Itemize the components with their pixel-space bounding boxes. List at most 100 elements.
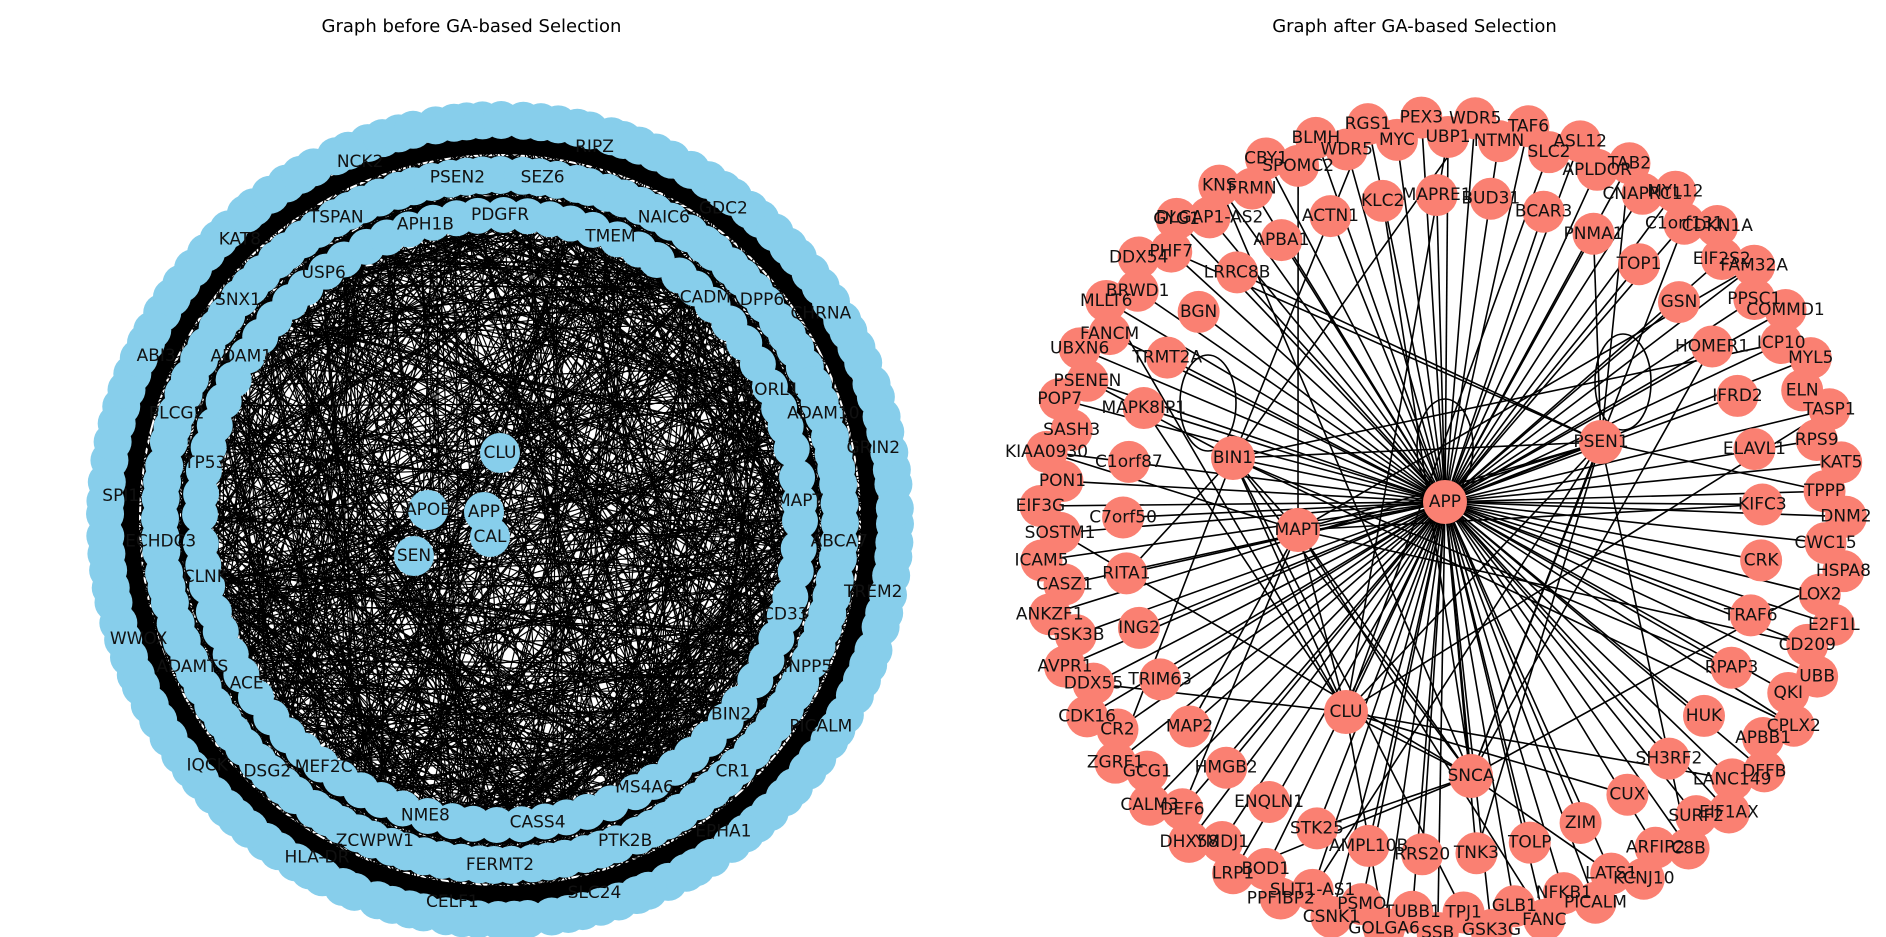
edge (1345, 151, 1550, 713)
node-tolp (1508, 821, 1551, 864)
node-label-ubxn6: UBXN6 (1050, 338, 1109, 358)
graph-node (773, 430, 810, 467)
node-label-nck2: NCK2 (337, 152, 384, 172)
edge (451, 152, 657, 822)
node-ing2 (1117, 606, 1160, 649)
edge (1444, 345, 1713, 503)
edge (1105, 300, 1347, 713)
node-label-cwc15: CWC15 (1794, 533, 1856, 553)
node-label-rpap3: RPAP3 (1705, 658, 1759, 678)
edge (1444, 169, 1598, 503)
node-ymdj1 (1201, 820, 1244, 863)
node-label-homer1: HOMER1 (1675, 336, 1749, 356)
node-lrrc8b (1216, 251, 1259, 294)
edge (1444, 501, 1472, 777)
node-label-cd33: CD33 (762, 604, 809, 624)
node-top1 (1618, 243, 1661, 286)
edge (526, 216, 566, 859)
center-node-apoe (408, 490, 448, 530)
node-label-fancm: FANCM (1080, 324, 1139, 344)
edge (1444, 501, 1732, 669)
edge (1444, 301, 1680, 503)
hub-node-snca (1449, 754, 1493, 798)
node-label-map2: MAP2 (1166, 716, 1213, 736)
node-label-commd1: COMMD1 (1746, 300, 1825, 320)
node-cby1 (1244, 137, 1287, 180)
node-label-usp6: USP6 (302, 263, 346, 283)
node-label-fermt2: FERMT2 (466, 855, 534, 875)
node-eif1ax (1707, 791, 1750, 834)
edge (1143, 407, 1347, 713)
node-label-cdk16: CDK16 (1058, 706, 1116, 726)
node-label-lrrc8b: LRRC8B (1204, 262, 1271, 282)
edge (294, 237, 388, 796)
edge (342, 244, 706, 888)
edge (636, 277, 743, 836)
self-loop-edge (1179, 354, 1237, 452)
edge (230, 653, 756, 681)
node-ubp1 (1427, 116, 1470, 159)
node-label-icp10: ICP10 (1757, 333, 1806, 353)
node-rpap3 (1710, 646, 1753, 689)
node-hmgb2 (1205, 746, 1248, 789)
node-eif2s2 (1700, 237, 1743, 280)
edge (1600, 441, 1825, 493)
self-loop-edge (1594, 333, 1652, 431)
node-label-tolp: TOLP (1507, 833, 1552, 853)
edge (225, 315, 567, 818)
edge (1444, 501, 1752, 617)
edge (522, 175, 588, 812)
node-trim63 (1139, 658, 1182, 701)
edge (510, 205, 642, 865)
node-label-ntmn: NTMN (1474, 131, 1525, 151)
node-label-e2f1l: E2F1L (1808, 615, 1860, 635)
graph-node (182, 525, 219, 562)
edge (1470, 570, 1844, 777)
node-label-cr1: CR1 (715, 761, 750, 781)
graph-node (820, 484, 859, 523)
edge (1396, 139, 1446, 503)
node-label-avpr1: AVPR1 (1038, 657, 1093, 677)
edge (1444, 408, 1830, 503)
edge (340, 501, 800, 826)
edge (261, 273, 825, 417)
node-label-brwd1: BRWD1 (1106, 281, 1170, 301)
hub-node-psen1 (1579, 420, 1623, 464)
hub-label-snca: SNCA (1447, 766, 1494, 786)
node-label-gdc2: GDC2 (699, 199, 748, 219)
node-label-c8b: C8B (1671, 838, 1705, 858)
nodes-after (1019, 96, 1867, 937)
edge (1046, 451, 1299, 531)
edge (1181, 529, 1299, 810)
node-label-pop7: POP7 (1037, 389, 1082, 409)
edge (1198, 311, 1446, 503)
edge (239, 297, 814, 386)
node-label-bgn: BGN (1180, 302, 1217, 322)
node-label-zgrf1: ZGRF1 (1087, 753, 1144, 773)
node-slit1-as1 (1291, 868, 1334, 911)
node-label-eif3g: EIF3G (1016, 496, 1066, 516)
edge (163, 285, 821, 574)
node-label-kiaa0930: KIAA0930 (1005, 442, 1088, 462)
node-label-ppsc1: PPSC1 (1727, 289, 1781, 309)
node-dffb (1743, 750, 1786, 793)
node-label-kat5: KAT5 (1820, 452, 1862, 472)
edge (1232, 457, 1446, 503)
node-label-psmo: PSMO (1337, 894, 1386, 914)
node-label-kns: KNS (1202, 176, 1237, 196)
edge (1435, 195, 1446, 503)
edge (413, 186, 480, 865)
center-label-app: APP (468, 502, 500, 522)
edge (1444, 501, 1531, 843)
node-label-kifc3: KIFC3 (1738, 494, 1787, 514)
node-bod1 (1244, 847, 1287, 890)
edge (366, 246, 713, 306)
node-label-trim63: TRIM63 (1127, 669, 1192, 689)
center-node-cal (470, 517, 510, 557)
node-label-cadm: CADM (680, 288, 731, 308)
node-label-eln: ELN (1786, 380, 1819, 400)
edge (1093, 682, 1347, 713)
edge (163, 572, 777, 640)
